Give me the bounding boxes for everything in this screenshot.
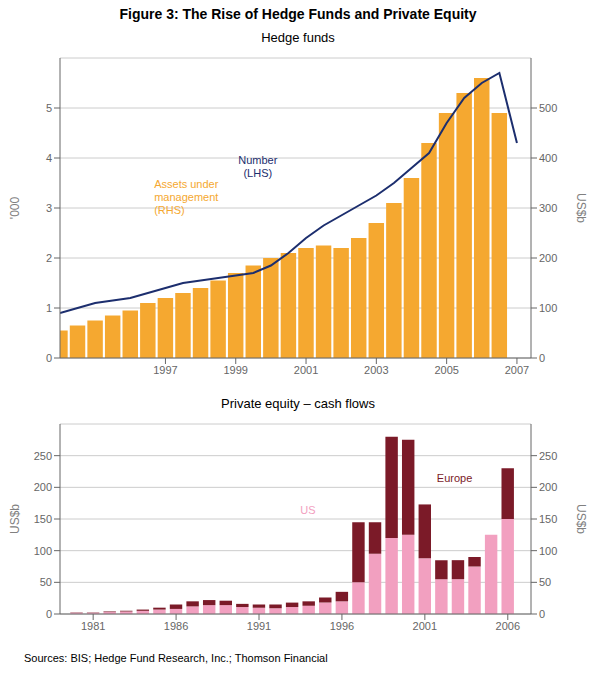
html-text:Assets under management (RHS): Assets under management (RHS) [154,178,219,216]
svg-text:1991: 1991 [247,620,271,632]
svg-text:US$b: US$b [574,193,588,223]
html-text:Figure 3: The Rise of Hedge Fu: Figure 3: The Rise of Hedge Funds and Pr… [119,6,477,22]
svg-text:400: 400 [539,152,557,164]
svg-text:500: 500 [539,102,557,114]
svg-text:0: 0 [46,352,52,364]
svg-text:100: 100 [34,545,52,557]
svg-text:2001: 2001 [294,364,318,376]
svg-text:100: 100 [539,545,557,557]
svg-text:1997: 1997 [153,364,177,376]
html-text:Hedge funds: Hedge funds [261,30,335,45]
svg-text:US$b: US$b [574,504,588,534]
svg-text:50: 50 [40,576,52,588]
svg-text:0: 0 [539,352,545,364]
svg-text:1986: 1986 [164,620,188,632]
svg-text:150: 150 [34,513,52,525]
svg-text:0: 0 [539,608,545,620]
svg-text:200: 200 [34,481,52,493]
html-text:Sources: BIS; Hedge Fund Resea: Sources: BIS; Hedge Fund Research, Inc.;… [24,652,328,664]
svg-text:2007: 2007 [505,364,529,376]
svg-text:300: 300 [539,202,557,214]
svg-text:200: 200 [539,252,557,264]
html-text:US: US [300,503,316,516]
html-text:Number (LHS): Number (LHS) [238,154,278,179]
svg-text:2006: 2006 [496,620,520,632]
svg-text:5: 5 [46,102,52,114]
svg-text:50: 50 [539,576,551,588]
html-text:Europe: Europe [436,471,473,484]
svg-text:250: 250 [539,450,557,462]
svg-text:2001: 2001 [413,620,437,632]
svg-text:1: 1 [46,302,52,314]
svg-text:3: 3 [46,202,52,214]
html-text:Private equity – cash flows: Private equity – cash flows [221,396,375,411]
svg-text:250: 250 [34,450,52,462]
svg-text:100: 100 [539,302,557,314]
svg-text:'000: '000 [8,197,22,220]
svg-text:1996: 1996 [330,620,354,632]
svg-text:1999: 1999 [224,364,248,376]
svg-text:2: 2 [46,252,52,264]
svg-text:2005: 2005 [434,364,458,376]
svg-text:150: 150 [539,513,557,525]
svg-text:US$b: US$b [8,504,22,534]
svg-text:200: 200 [539,481,557,493]
svg-text:0: 0 [46,608,52,620]
svg-text:1981: 1981 [81,620,105,632]
svg-text:2003: 2003 [364,364,388,376]
svg-text:4: 4 [46,152,52,164]
